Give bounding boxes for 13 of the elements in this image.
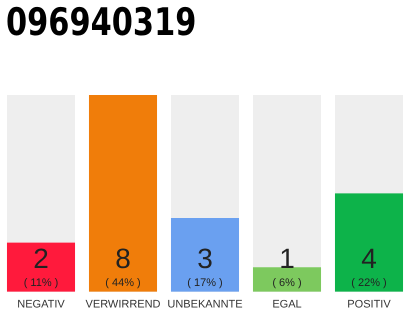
data-label: 4 ( 22% ) bbox=[351, 242, 387, 289]
bar bbox=[252, 267, 322, 292]
data-label: 8 ( 44% ) bbox=[105, 242, 141, 289]
data-label: 2 ( 11% ) bbox=[24, 242, 58, 289]
x-tick-label: NEGATIV bbox=[17, 298, 66, 310]
bar bbox=[6, 242, 76, 292]
data-label: 3 ( 17% ) bbox=[187, 242, 223, 289]
data-label: 1 ( 6% ) bbox=[272, 242, 302, 289]
chart-title: 096940319 bbox=[6, 0, 196, 44]
x-tick-label: UNBEKANNTE bbox=[167, 298, 243, 310]
x-tick-label: POSITIV bbox=[347, 298, 392, 310]
x-tick-label: VERWIRREND bbox=[86, 298, 161, 310]
x-tick-label: EGAL bbox=[272, 298, 302, 310]
